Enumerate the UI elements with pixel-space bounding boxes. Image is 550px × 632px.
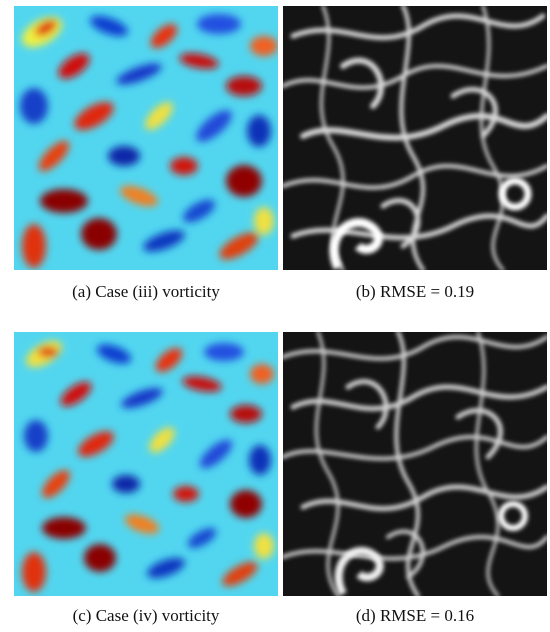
vorticity-field-case-iv xyxy=(14,332,278,596)
error-field-case-iv xyxy=(283,332,547,596)
caption-c: (c) Case (iv) vorticity xyxy=(72,606,220,625)
caption-a: (a) Case (iii) vorticity xyxy=(72,282,220,301)
vorticity-field-case-iii xyxy=(14,6,278,270)
caption-b: (b) RMSE = 0.19 xyxy=(355,282,475,301)
caption-d: (d) RMSE = 0.16 xyxy=(355,606,475,625)
error-field-case-iii xyxy=(283,6,547,270)
